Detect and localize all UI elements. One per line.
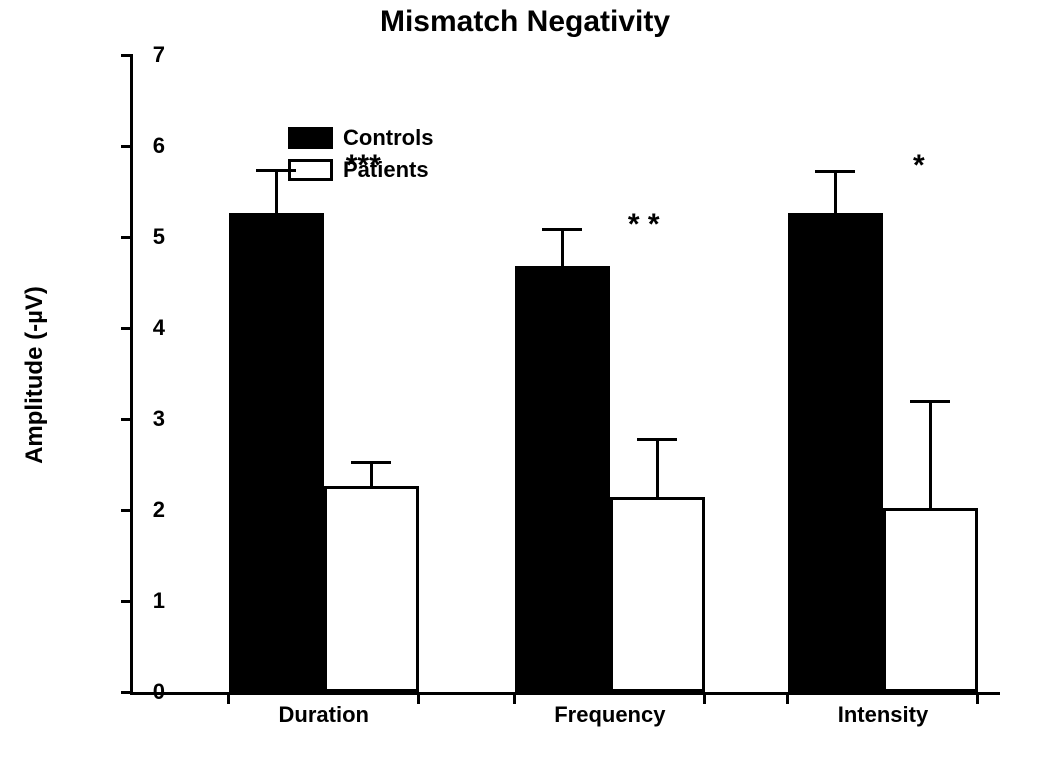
chart-title: Mismatch Negativity (0, 5, 1050, 39)
bar-patients (324, 486, 419, 692)
legend-label-controls: Controls (343, 125, 433, 151)
y-tick-label: 7 (125, 42, 165, 68)
error-bar-cap (542, 228, 582, 231)
bar-controls (788, 213, 883, 692)
chart-container: Mismatch Negativity Amplitude (-µV) Cont… (0, 0, 1050, 770)
plot-area: Controls Patients **** ** (130, 55, 1000, 695)
legend-item-controls: Controls (288, 125, 433, 151)
significance-label: * * (628, 208, 660, 242)
x-tick (786, 692, 789, 704)
x-tick (227, 692, 230, 704)
significance-label: *** (346, 149, 381, 183)
x-category-label: Duration (279, 702, 369, 728)
legend-swatch-controls (288, 127, 333, 149)
x-tick (513, 692, 516, 704)
y-tick-label: 5 (125, 224, 165, 250)
bar-patients (610, 497, 705, 692)
x-category-label: Frequency (554, 702, 665, 728)
error-bar-cap (910, 400, 950, 403)
error-bar-stem (370, 463, 373, 487)
y-tick-label: 1 (125, 588, 165, 614)
y-tick-label: 4 (125, 315, 165, 341)
error-bar-cap (637, 438, 677, 441)
bar-controls (229, 213, 324, 692)
y-tick-label: 6 (125, 133, 165, 159)
x-tick (703, 692, 706, 704)
error-bar-stem (656, 440, 659, 497)
y-tick-label: 3 (125, 406, 165, 432)
x-category-label: Intensity (838, 702, 928, 728)
y-axis-label: Amplitude (-µV) (21, 286, 49, 464)
error-bar-cap (256, 169, 296, 172)
x-tick (976, 692, 979, 704)
error-bar-stem (834, 171, 837, 213)
x-tick (417, 692, 420, 704)
error-bar-cap (815, 170, 855, 173)
error-bar-stem (561, 230, 564, 266)
error-bar-cap (351, 461, 391, 464)
bar-patients (883, 508, 978, 692)
y-tick-label: 2 (125, 497, 165, 523)
error-bar-stem (929, 402, 932, 508)
error-bar-stem (275, 171, 278, 214)
bar-controls (515, 266, 610, 692)
significance-label: * (913, 149, 925, 183)
y-tick-label: 0 (125, 679, 165, 705)
